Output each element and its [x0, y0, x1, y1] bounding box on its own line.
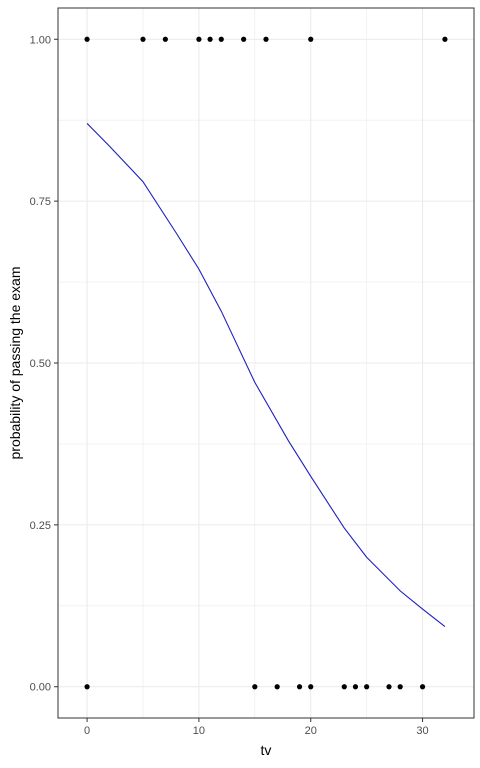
- logistic-curve: [86, 123, 446, 627]
- data-point: [386, 684, 392, 690]
- data-point: [308, 684, 314, 690]
- y-tick-label: 0.25: [30, 520, 51, 532]
- x-axis: 0 10 20 30: [84, 718, 429, 737]
- data-point: [442, 36, 448, 42]
- data-point: [274, 684, 280, 690]
- y-tick-label: 0.00: [30, 682, 51, 694]
- data-point: [296, 684, 303, 690]
- data-point: [140, 36, 146, 42]
- x-axis-title: tv: [261, 742, 272, 758]
- y-axis: 0.00 0.25 0.50 0.75 1.00: [30, 34, 58, 694]
- y-tick-label: 1.00: [30, 34, 51, 46]
- data-point: [196, 36, 202, 42]
- x-tick-label: 0: [84, 725, 90, 737]
- data-point: [419, 684, 426, 690]
- data-layer: [84, 36, 448, 690]
- data-point: [207, 36, 213, 42]
- data-point: [162, 36, 168, 42]
- data-point: [84, 684, 90, 690]
- data-point: [352, 684, 359, 690]
- y-tick-label: 0.50: [30, 358, 51, 370]
- data-point: [252, 684, 258, 690]
- y-tick-label: 0.75: [30, 196, 51, 208]
- x-tick-label: 30: [416, 725, 428, 737]
- data-point: [308, 36, 314, 42]
- data-point: [397, 684, 403, 690]
- data-point: [218, 36, 224, 42]
- data-point: [263, 36, 269, 42]
- major-gridlines: [58, 8, 474, 718]
- x-tick-label: 10: [193, 725, 205, 737]
- x-tick-label: 20: [305, 725, 317, 737]
- data-point: [364, 684, 370, 690]
- data-point: [341, 684, 347, 690]
- data-point: [241, 36, 247, 42]
- y-axis-title: probability of passing the exam: [7, 267, 23, 460]
- data-point: [84, 36, 90, 42]
